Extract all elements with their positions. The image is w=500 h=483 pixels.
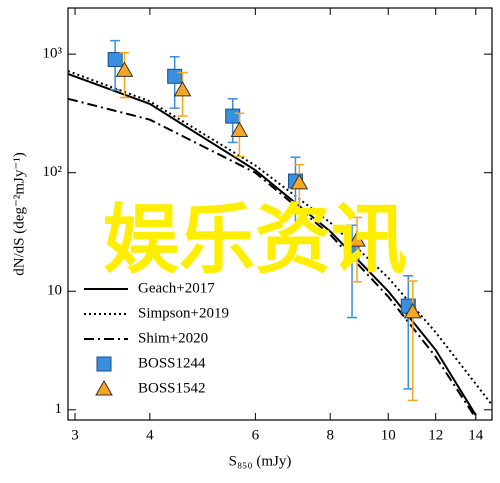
data-point — [95, 379, 113, 396]
data-point — [348, 231, 366, 247]
legend-label: BOSS1244 — [138, 355, 206, 371]
x-tick-label: 4 — [146, 427, 154, 443]
data-point — [107, 52, 123, 68]
data-point — [403, 302, 422, 319]
legend-label: Geach+2017 — [138, 280, 215, 296]
y-tick-label: 10² — [43, 164, 63, 180]
x-tick-label: 10 — [381, 427, 396, 443]
x-axis-label: S₈₅₀ (mJy) — [229, 453, 292, 469]
plot-frame — [67, 7, 493, 421]
legend-label: Shim+2020 — [138, 330, 208, 346]
model-line — [67, 97, 477, 419]
x-tick-label: 14 — [468, 427, 484, 443]
y-tick-label: 10³ — [43, 46, 63, 62]
x-tick-label: 8 — [326, 427, 334, 443]
y-tick-label: 1 — [55, 401, 63, 417]
legend-label: Simpson+2019 — [138, 305, 229, 321]
overlay-text: 娱乐资讯 — [103, 195, 407, 284]
x-tick-label: 12 — [428, 427, 443, 443]
data-point — [290, 173, 309, 190]
model-line — [67, 73, 477, 416]
data-point — [173, 80, 192, 97]
data-point — [167, 68, 183, 84]
data-point — [230, 121, 249, 137]
data-point — [225, 108, 241, 124]
x-tick-label: 3 — [71, 427, 79, 443]
data-point — [115, 61, 134, 77]
data-point — [96, 356, 112, 372]
x-tick-label: 6 — [252, 427, 260, 443]
legend-label: BOSS1542 — [138, 380, 206, 396]
y-axis-label: dN/dS (deg⁻²mJy⁻¹) — [11, 152, 27, 276]
y-tick-label: 10 — [47, 283, 62, 299]
